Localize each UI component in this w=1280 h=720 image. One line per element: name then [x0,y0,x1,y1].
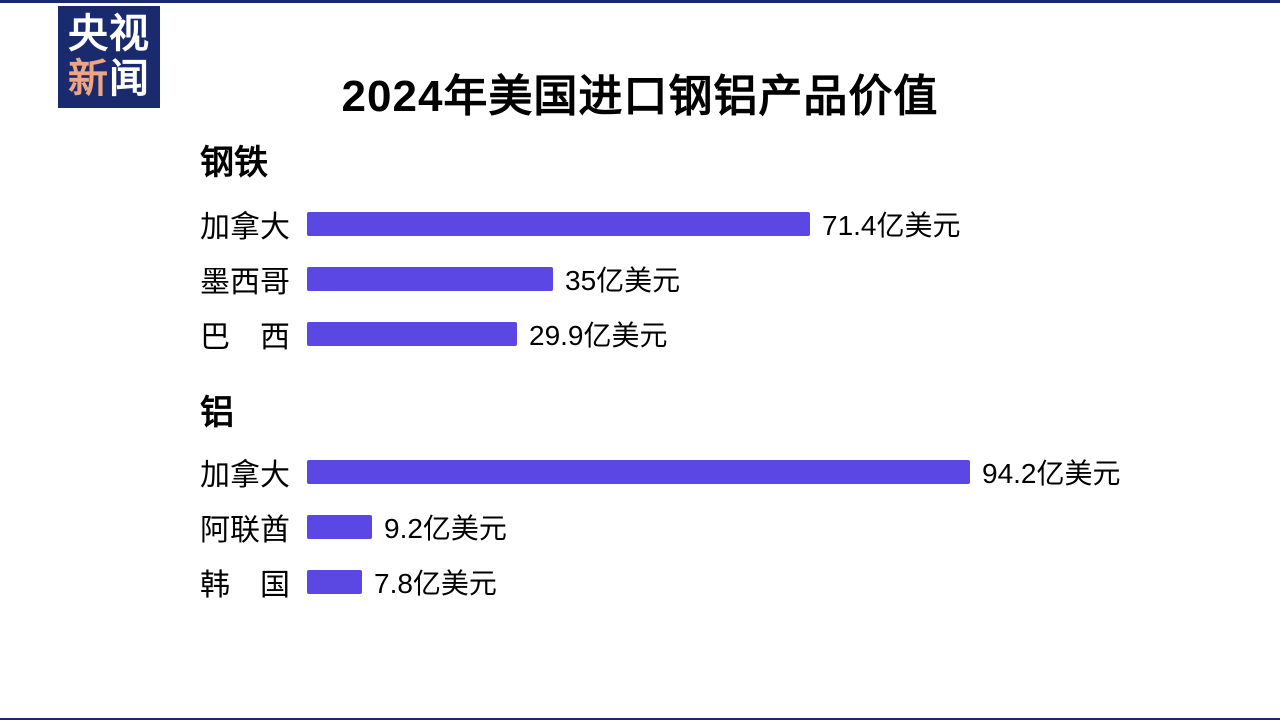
country-label: 韩 国 [200,569,290,602]
bar-row: 阿联酋 9.2亿美元 [200,507,507,547]
section-header-steel: 钢铁 [200,144,268,182]
country-label: 加拿大 [200,211,290,244]
logo-line1: 央视 [68,12,150,56]
value-label: 94.2亿美元 [982,458,1121,489]
bar-row: 墨西哥 35亿美元 [200,259,680,299]
value-label: 71.4亿美元 [822,210,961,241]
value-bar [307,515,372,539]
value-bar [307,460,970,484]
value-label: 29.9亿美元 [529,320,668,351]
country-label: 加拿大 [200,459,290,492]
bottom-accent-strip [0,718,1280,720]
section-header-aluminum: 铝 [200,394,234,432]
country-label: 阿联酋 [200,514,290,547]
logo-line2-rest: 闻 [109,57,150,101]
logo-line2-highlight: 新 [68,57,109,101]
value-bar [307,267,553,291]
logo-line2: 新闻 [68,57,150,102]
bar-row: 加拿大 71.4亿美元 [200,204,961,244]
cctv-news-logo: 央视 新闻 [58,6,160,108]
country-label: 墨西哥 [200,266,290,299]
value-bar [307,322,517,346]
value-label: 7.8亿美元 [374,568,497,599]
bar-row: 韩 国 7.8亿美元 [200,562,497,602]
value-bar [307,570,362,594]
value-bar [307,212,810,236]
bar-row: 加拿大 94.2亿美元 [200,452,1121,492]
country-label: 巴 西 [200,321,290,354]
value-label: 35亿美元 [565,265,681,296]
top-accent-strip [0,0,1280,3]
page-title: 2024年美国进口钢铝产品价值 [341,72,939,121]
bar-row: 巴 西 29.9亿美元 [200,314,668,354]
value-label: 9.2亿美元 [384,513,507,544]
